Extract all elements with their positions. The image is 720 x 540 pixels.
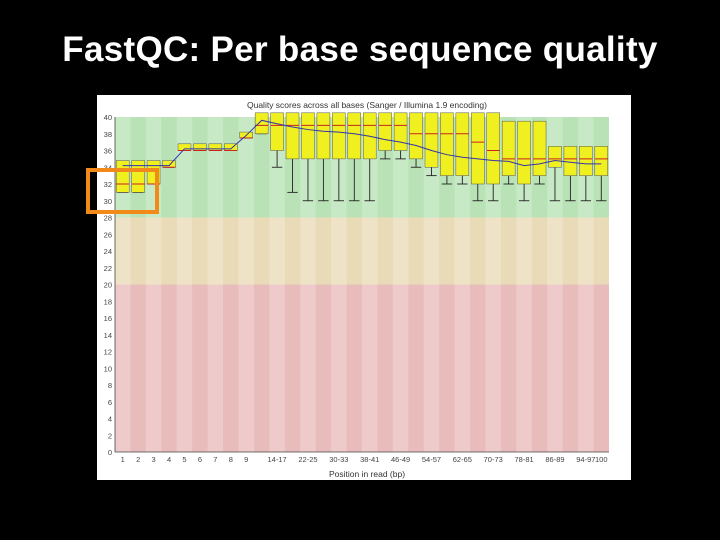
x-tick-label: 62-65 bbox=[453, 455, 472, 464]
x-tick-label: 78-81 bbox=[515, 455, 534, 464]
box bbox=[424, 112, 439, 168]
x-axis-label: Position in read (bp) bbox=[329, 469, 405, 479]
box bbox=[579, 146, 593, 176]
box bbox=[162, 160, 176, 168]
y-tick-label: 4 bbox=[108, 415, 112, 424]
box bbox=[378, 112, 392, 151]
box bbox=[532, 120, 547, 176]
y-tick-label: 14 bbox=[104, 331, 112, 340]
box bbox=[548, 146, 562, 168]
x-tick-label: 22-25 bbox=[298, 455, 317, 464]
y-tick-label: 32 bbox=[104, 180, 112, 189]
mean-polyline bbox=[122, 119, 602, 167]
x-tick-label: 70-73 bbox=[484, 455, 503, 464]
stripe bbox=[454, 117, 471, 452]
y-tick-label: 28 bbox=[104, 214, 112, 223]
y-tick-label: 6 bbox=[108, 398, 112, 407]
y-tick-label: 18 bbox=[104, 297, 112, 306]
box bbox=[208, 143, 223, 151]
y-tick-label: 20 bbox=[104, 281, 112, 290]
x-tick-label: 54-57 bbox=[422, 455, 441, 464]
box bbox=[409, 112, 423, 160]
y-tick-label: 30 bbox=[104, 197, 112, 206]
x-tick-label: 38-41 bbox=[360, 455, 379, 464]
box bbox=[455, 112, 470, 176]
box bbox=[501, 120, 516, 176]
y-tick-label: 0 bbox=[108, 448, 112, 457]
stripe bbox=[176, 117, 193, 452]
x-tick-label: 6 bbox=[198, 455, 202, 464]
x-tick-label: 8 bbox=[229, 455, 233, 464]
x-tick-label: 100 bbox=[595, 455, 608, 464]
x-tick-label: 46-49 bbox=[391, 455, 410, 464]
x-tick-label: 5 bbox=[182, 455, 186, 464]
x-tick-label: 30-33 bbox=[329, 455, 348, 464]
stripe bbox=[207, 117, 224, 452]
box bbox=[254, 112, 269, 134]
box bbox=[193, 143, 207, 151]
x-tick-label: 2 bbox=[136, 455, 140, 464]
zone-warn bbox=[115, 217, 609, 285]
stripe bbox=[423, 117, 440, 452]
quality-chart: Quality scores across all bases (Sanger … bbox=[97, 95, 631, 480]
x-tick-label: 14-17 bbox=[268, 455, 287, 464]
y-tick-label: 36 bbox=[104, 147, 112, 156]
box bbox=[563, 146, 578, 176]
stripe bbox=[269, 117, 285, 452]
x-tick-label: 3 bbox=[152, 455, 156, 464]
box bbox=[285, 112, 300, 160]
x-tick-label: 94-97 bbox=[576, 455, 595, 464]
quality-plot: Quality scores across all bases (Sanger … bbox=[104, 100, 609, 479]
box bbox=[347, 112, 362, 160]
y-tick-label: 24 bbox=[104, 247, 112, 256]
y-tick-label: 8 bbox=[108, 381, 112, 390]
box bbox=[301, 112, 315, 160]
chart-title: Quality scores across all bases (Sanger … bbox=[247, 100, 487, 110]
y-tick-label: 40 bbox=[104, 113, 112, 122]
box bbox=[486, 112, 500, 185]
x-tick-label: 9 bbox=[244, 455, 248, 464]
x-tick-label: 4 bbox=[167, 455, 171, 464]
stripe bbox=[115, 117, 131, 452]
y-tick-label: 16 bbox=[104, 314, 112, 323]
y-tick-label: 38 bbox=[104, 130, 112, 139]
box bbox=[517, 120, 531, 185]
stripe bbox=[392, 117, 409, 452]
x-tick-label: 1 bbox=[121, 455, 125, 464]
y-tick-label: 10 bbox=[104, 364, 112, 373]
box bbox=[316, 112, 331, 160]
x-axis: 1 2 3 4 5 6 7 8 9 14-17 22-25 30-33 38-41 46-49 54-57 6… bbox=[115, 451, 609, 464]
y-tick-label: 12 bbox=[104, 348, 112, 357]
box bbox=[393, 112, 408, 151]
box bbox=[332, 112, 346, 160]
box bbox=[471, 112, 485, 185]
slide-title: FastQC: Per base sequence quality bbox=[62, 30, 658, 69]
box bbox=[594, 146, 609, 176]
y-tick-label: 34 bbox=[104, 163, 112, 172]
stripe bbox=[238, 117, 254, 452]
mean-line bbox=[122, 119, 602, 167]
y-tick-label: 22 bbox=[104, 264, 112, 273]
y-tick-label: 26 bbox=[104, 230, 112, 239]
box-plots bbox=[115, 112, 609, 202]
box bbox=[270, 112, 284, 151]
highlight-box bbox=[86, 168, 159, 214]
x-tick-label: 86-89 bbox=[545, 455, 564, 464]
box bbox=[440, 112, 454, 176]
x-tick-label: 7 bbox=[213, 455, 217, 464]
zone-bad bbox=[115, 284, 609, 452]
y-tick-label: 2 bbox=[108, 431, 112, 440]
